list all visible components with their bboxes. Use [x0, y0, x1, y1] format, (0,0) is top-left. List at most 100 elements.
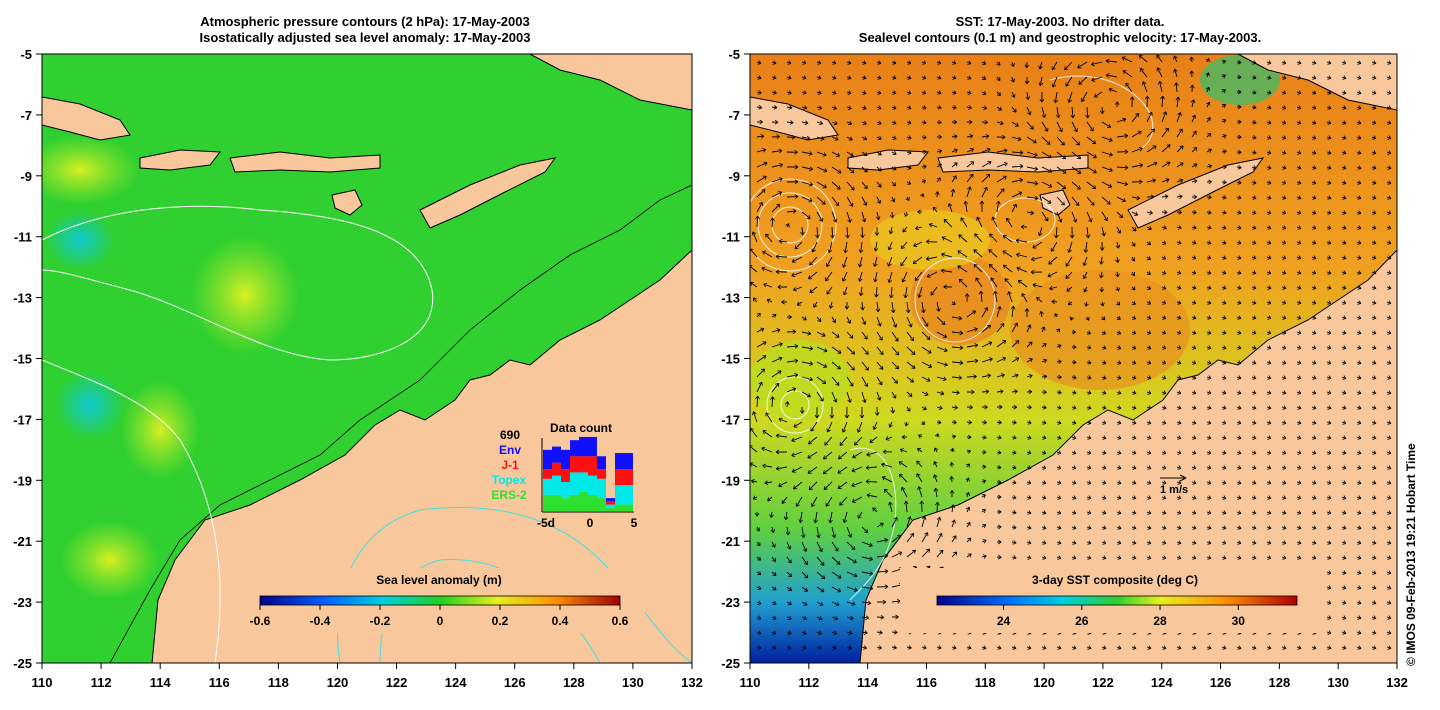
velocity-arrowhead	[901, 278, 906, 283]
velocity-arrowhead	[967, 186, 972, 191]
inset-bar-segment	[606, 498, 615, 502]
velocity-arrow	[1106, 60, 1118, 63]
velocity-arrow	[1041, 406, 1047, 409]
velocity-arrowhead	[1072, 525, 1077, 530]
velocity-arrowhead	[775, 449, 780, 455]
velocity-arrowhead	[822, 152, 827, 157]
velocity-arrow	[951, 421, 957, 424]
velocity-arrowhead	[1138, 54, 1143, 59]
velocity-arrowhead	[1012, 510, 1017, 515]
velocity-arrowhead	[1222, 360, 1227, 365]
velocity-arrowhead	[1162, 450, 1167, 455]
velocity-arrowhead	[1193, 163, 1198, 168]
velocity-arrow	[936, 517, 941, 528]
velocity-arrowhead	[996, 61, 1001, 66]
velocity-arrowhead	[1387, 480, 1392, 485]
velocity-arrow	[906, 376, 914, 383]
inset-bar-segment	[579, 456, 588, 473]
velocity-arrowhead	[1080, 97, 1086, 102]
velocity-arrowhead	[1372, 270, 1377, 275]
velocity-arrow	[918, 286, 923, 298]
velocity-arrow	[1056, 106, 1060, 118]
velocity-arrowhead	[1252, 405, 1257, 410]
velocity-arrow	[1131, 226, 1137, 232]
velocity-arrowhead	[1297, 555, 1302, 560]
velocity-arrow	[936, 106, 942, 109]
velocity-arrow	[1011, 76, 1015, 83]
velocity-arrow	[810, 421, 818, 432]
velocity-arrow	[1206, 165, 1212, 168]
inset-xtick-minus5: -5d	[537, 516, 555, 530]
velocity-arrowhead	[1010, 78, 1016, 83]
right-land-sumba	[1039, 189, 1071, 216]
velocity-arrowhead	[863, 201, 868, 206]
velocity-arrowhead	[1034, 180, 1039, 186]
velocity-arrowhead	[1327, 510, 1332, 515]
velocity-arrow	[899, 473, 908, 483]
velocity-arrowhead	[835, 333, 840, 338]
velocity-arrowhead	[1222, 525, 1227, 530]
velocity-arrow	[1206, 211, 1212, 214]
velocity-arrow	[921, 165, 927, 168]
velocity-arrowhead	[1057, 510, 1062, 515]
velocity-arrow	[1206, 117, 1211, 123]
velocity-arrowhead	[1327, 555, 1332, 560]
velocity-arrowhead	[837, 469, 842, 474]
velocity-arrowhead	[1237, 255, 1242, 260]
velocity-arrowhead	[910, 532, 915, 537]
velocity-arrow	[794, 241, 803, 250]
velocity-arrow	[831, 331, 840, 338]
velocity-arrowhead	[1012, 435, 1017, 440]
velocity-arrowhead	[1192, 645, 1197, 650]
velocity-arrowhead	[1117, 330, 1122, 335]
velocity-arrow	[988, 263, 998, 273]
velocity-arrow	[958, 234, 968, 243]
velocity-arrow	[906, 166, 912, 169]
velocity-arrow	[861, 631, 868, 634]
velocity-arrow	[1086, 166, 1097, 174]
velocity-arrowhead	[1102, 450, 1107, 455]
velocity-arrow	[1156, 54, 1163, 63]
velocity-arrow	[1116, 271, 1119, 277]
velocity-arrow	[875, 286, 878, 298]
velocity-arrow	[988, 249, 998, 258]
velocity-arrowhead	[1342, 255, 1347, 260]
velocity-arrow	[801, 376, 813, 381]
velocity-arrowhead	[1072, 420, 1077, 425]
velocity-arrow	[1056, 391, 1062, 394]
left-map	[42, 54, 692, 663]
velocity-arrow	[1026, 196, 1038, 200]
velocity-arrowhead	[1267, 135, 1272, 140]
velocity-arrow	[762, 430, 773, 438]
velocity-arrow	[816, 106, 822, 109]
velocity-arrowhead	[1387, 345, 1392, 350]
velocity-arrowhead	[1312, 165, 1317, 170]
velocity-arrowhead	[757, 571, 762, 576]
velocity-arrowhead	[837, 349, 842, 354]
velocity-arrowhead	[851, 482, 856, 488]
velocity-arrowhead	[1267, 645, 1272, 650]
x-tick-label: 122	[1092, 675, 1114, 690]
velocity-arrowhead	[1062, 185, 1067, 190]
velocity-arrowhead	[787, 601, 792, 606]
velocity-arrow	[906, 136, 912, 139]
velocity-arrowhead	[817, 645, 822, 650]
inset-bar-segment	[543, 494, 552, 511]
velocity-arrowhead	[986, 147, 991, 153]
velocity-arrow	[846, 196, 854, 207]
velocity-arrowhead	[849, 334, 854, 339]
right-cool-patch-2	[750, 340, 850, 420]
velocity-arrowhead	[1178, 194, 1183, 199]
velocity-arrowhead	[1192, 360, 1197, 365]
y-tick-label: -23	[13, 595, 32, 610]
velocity-arrowhead	[1177, 465, 1182, 470]
velocity-arrow	[752, 411, 758, 423]
velocity-arrowhead	[1108, 183, 1113, 188]
velocity-arrow	[1008, 291, 1013, 303]
velocity-arrowhead	[838, 455, 843, 460]
velocity-arrowhead	[1083, 249, 1089, 253]
velocity-arrowhead	[1000, 323, 1005, 328]
velocity-scale-label: 1 m/s	[1160, 484, 1188, 496]
velocity-arrow	[935, 488, 938, 498]
velocity-arrow	[1049, 286, 1058, 290]
